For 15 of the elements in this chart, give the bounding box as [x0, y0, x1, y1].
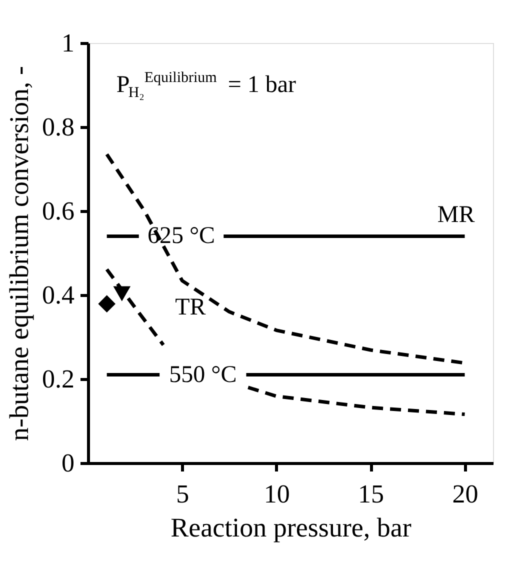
y-axis-title: n-butane equilibrium conversion, -: [4, 66, 34, 441]
y-tick-label: 0.6: [42, 196, 74, 226]
annotation: MR: [437, 202, 475, 228]
y-tick-label: 1: [62, 28, 74, 58]
x-tick-label: 20: [452, 480, 478, 508]
y-tick-label: 0.4: [42, 280, 74, 310]
x-tick-label: 5: [176, 480, 190, 508]
y-tick-label: 0: [62, 448, 74, 478]
y-tick-label: 0.8: [42, 112, 74, 142]
x-axis-title: Reaction pressure, bar: [170, 512, 412, 542]
annotation: TR: [175, 294, 206, 321]
x-tick-label: 15: [358, 480, 384, 508]
y-tick-label: 0.2: [42, 364, 74, 394]
series-label: 550 °C: [169, 362, 237, 388]
x-tick-label: 10: [264, 480, 290, 508]
